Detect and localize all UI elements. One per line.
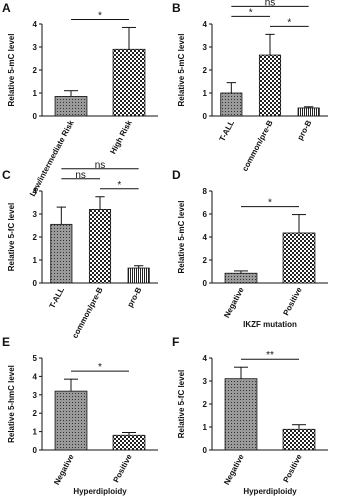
bar — [112, 434, 146, 451]
y-tick-label: 3 — [33, 391, 38, 400]
x-tick-label: Negative — [52, 452, 76, 486]
bar — [54, 96, 88, 117]
y-tick-label: 4 — [203, 233, 208, 242]
y-tick-label: 2 — [203, 256, 208, 265]
x-tick-label: Positive — [111, 452, 134, 484]
bar — [127, 267, 150, 284]
x-tick-label: T-ALL — [48, 286, 67, 310]
panel-label: C — [2, 168, 11, 182]
bar — [297, 107, 320, 117]
y-tick-label: 0 — [33, 446, 38, 455]
x-tick-label: pro-B — [295, 119, 313, 142]
y-axis-label: Relative 5-fC level — [177, 370, 186, 438]
y-tick-label: 1 — [33, 428, 38, 437]
y-tick-label: 2 — [203, 66, 208, 75]
bar — [50, 223, 73, 284]
panel-label: D — [172, 168, 181, 182]
y-tick-label: 1 — [203, 423, 208, 432]
y-tick-label: 3 — [203, 377, 208, 386]
y-tick-label: 2 — [33, 233, 38, 242]
significance-label: ns — [265, 0, 276, 8]
y-axis-label: Relative 5-mC level — [177, 201, 186, 274]
x-tick-label: Positive — [281, 452, 304, 484]
y-tick-label: 4 — [203, 20, 208, 29]
panel-label: B — [172, 1, 181, 15]
y-axis-label: Relative 5-hmC level — [7, 365, 16, 443]
significance-label: * — [98, 362, 102, 373]
y-tick-label: 3 — [203, 43, 208, 52]
significance-label: * — [98, 10, 102, 21]
bar — [224, 272, 258, 284]
bar — [224, 378, 258, 451]
y-tick-label: 6 — [203, 210, 208, 219]
panel-label: A — [2, 1, 11, 15]
y-tick-label: 3 — [33, 210, 38, 219]
x-tick-label: T-ALL — [218, 119, 237, 143]
y-axis-label: Relative 5-mC level — [177, 34, 186, 107]
y-tick-label: 3 — [33, 43, 38, 52]
bar — [220, 92, 243, 117]
x-tick-label: Negative — [222, 452, 246, 486]
x-tick-label: High Risk — [108, 118, 134, 155]
y-tick-label: 4 — [203, 354, 208, 363]
y-tick-label: 0 — [203, 279, 208, 288]
bar — [54, 390, 88, 451]
significance-label: ns — [95, 160, 106, 171]
x-axis-label: IKZF mutation — [243, 320, 297, 329]
x-axis-label: Hyperdiploidy — [73, 487, 127, 496]
x-axis-label: Hyperdiploidy — [243, 487, 297, 496]
y-tick-label: 4 — [33, 372, 38, 381]
y-tick-label: 0 — [203, 446, 208, 455]
y-tick-label: 0 — [33, 279, 38, 288]
significance-label: * — [249, 7, 253, 18]
y-tick-label: 0 — [203, 112, 208, 121]
x-tick-label: Negative — [222, 285, 246, 319]
bar — [258, 54, 282, 117]
significance-label: ** — [266, 350, 274, 361]
panel-label: F — [172, 335, 179, 349]
y-tick-label: 8 — [203, 187, 208, 196]
significance-label: ns — [75, 170, 86, 181]
y-tick-label: 4 — [33, 187, 38, 196]
panel-label: E — [2, 335, 10, 349]
y-tick-label: 1 — [33, 256, 38, 265]
x-tick-label: common/pre-B — [240, 119, 275, 173]
bar — [282, 232, 316, 284]
bar — [112, 48, 146, 117]
y-tick-label: 2 — [203, 400, 208, 409]
y-axis-label: Relative 5-fC level — [7, 203, 16, 271]
significance-label: * — [268, 198, 272, 209]
x-tick-label: common/pre-B — [70, 286, 105, 340]
bar — [88, 208, 112, 284]
x-tick-label: Low/intermediate Risk — [28, 118, 76, 198]
significance-label: * — [287, 17, 291, 28]
y-tick-label: 2 — [33, 66, 38, 75]
x-tick-label: Positive — [281, 285, 304, 317]
y-tick-label: 4 — [33, 20, 38, 29]
y-tick-label: 1 — [203, 89, 208, 98]
y-tick-label: 2 — [33, 409, 38, 418]
y-tick-label: 0 — [33, 112, 38, 121]
bar — [282, 428, 316, 451]
significance-label: * — [117, 180, 121, 191]
x-tick-label: pro-B — [125, 286, 143, 309]
y-tick-label: 1 — [33, 89, 38, 98]
y-axis-label: Relative 5-mC level — [7, 34, 16, 107]
y-tick-label: 5 — [33, 354, 38, 363]
